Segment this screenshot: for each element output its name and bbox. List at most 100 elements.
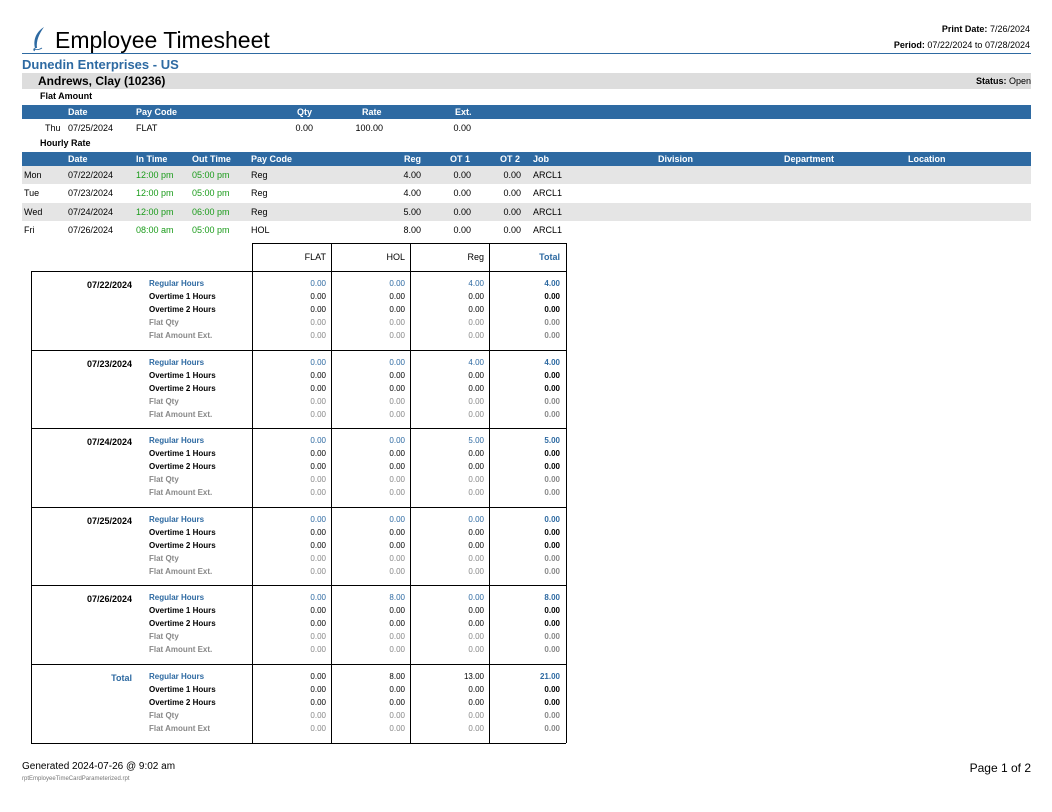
table-cell: 0.00: [389, 449, 405, 459]
grid-line: [31, 428, 566, 430]
table-cell: 0.00: [310, 462, 326, 472]
line-label: Flat Amount Ext: [149, 724, 211, 733]
table-row: Mon 07/22/2024 12:00 pm 05:00 pm Reg 4.0…: [22, 166, 1031, 184]
block-label: 07/23/2024: [86, 358, 132, 369]
col-qty: Qty: [297, 107, 313, 117]
line-label: Flat Qty: [149, 632, 179, 642]
line-label: Overtime 1 Hours: [149, 685, 216, 694]
table-cell: 0.00: [389, 645, 405, 655]
table-cell: 5.00: [468, 436, 484, 446]
table-cell: 4.00: [468, 357, 484, 367]
line-label: Overtime 2 Hours: [149, 540, 216, 550]
table-cell: 0.00: [544, 540, 560, 550]
col-pay-code: Pay Code: [136, 107, 178, 117]
table-cell: 0.00: [468, 527, 484, 537]
table-cell: 0.00: [544, 606, 560, 616]
table-cell: 0.00: [544, 645, 560, 655]
table-cell: 0.00: [389, 462, 405, 472]
table-cell: 0.00: [468, 606, 484, 616]
table-cell: 13.00: [463, 672, 484, 681]
line-label: Flat Qty: [149, 711, 179, 720]
table-cell: 0.00: [310, 279, 326, 288]
column-header-hol: HOL: [386, 252, 405, 262]
table-cell: 0.00: [310, 632, 326, 642]
table-cell: 0.00: [389, 370, 405, 380]
grid-line: [31, 742, 566, 744]
company-name: Dunedin Enterprises - US: [22, 57, 179, 72]
feather-icon: [32, 27, 44, 52]
table-cell: 8.00: [389, 593, 405, 603]
table-cell: 0.00: [389, 514, 405, 524]
table-cell: 0.00: [310, 292, 326, 301]
table-cell: 0.00: [389, 396, 405, 406]
hourly-rate-header: Date In Time Out Time Pay Code Reg OT 1 …: [22, 152, 1031, 166]
table-cell: 0.00: [310, 593, 326, 603]
table-cell: 0.00: [310, 449, 326, 459]
table-cell: 0.00: [310, 606, 326, 616]
block-label: 07/25/2024: [86, 515, 132, 526]
summary-grid: FLAT HOL Reg Total 07/22/2024 Regular Hours 0.…: [31, 243, 567, 745]
table-row: Tue 07/23/2024 12:00 pm 05:00 pm Reg 4.0…: [24, 188, 563, 198]
table-row: Thu 07/25/2024 FLAT 0.00 100.00 0.00: [45, 123, 471, 133]
table-cell: 0.00: [310, 357, 326, 367]
table-cell: 0.00: [389, 305, 405, 314]
table-cell: 0.00: [544, 527, 560, 537]
grid-line: [31, 506, 566, 508]
col-date: Date: [68, 107, 88, 117]
line-label: Regular Hours: [149, 357, 205, 367]
block-label: 07/24/2024: [86, 437, 132, 448]
grid-line: [31, 271, 566, 272]
table-cell: 0.00: [389, 698, 405, 707]
table-cell: 0.00: [544, 553, 560, 563]
table-cell: 0.00: [468, 540, 484, 550]
block-label: 07/26/2024: [86, 594, 132, 605]
table-cell: 0.00: [468, 698, 484, 707]
line-label: Regular Hours: [149, 436, 205, 446]
table-cell: 0.00: [468, 488, 484, 498]
grid-line: [331, 243, 332, 743]
line-label: Overtime 1 Hours: [149, 527, 216, 537]
line-label: Flat Amount Ext.: [149, 409, 213, 419]
table-cell: 0.00: [310, 540, 326, 550]
col-rate: Rate: [362, 107, 382, 117]
table-cell: 21.00: [539, 672, 560, 681]
table-cell: 0.00: [544, 685, 560, 694]
table-cell: 0.00: [544, 488, 560, 498]
generated-timestamp: Generated 2024-07-26 @ 9:02 am: [22, 761, 176, 772]
period: Period: 07/22/2024 to 07/28/2024: [893, 40, 1030, 50]
table-cell: 0.00: [310, 514, 326, 524]
flat-amount-header: Date Pay Code Qty Rate Ext.: [22, 105, 1031, 119]
title-divider: [22, 53, 1031, 54]
table-cell: 0.00: [389, 619, 405, 629]
table-cell: 0.00: [544, 383, 560, 393]
table-cell: 0.00: [468, 632, 484, 642]
line-label: Flat Amount Ext.: [149, 488, 213, 498]
table-cell: 0.00: [310, 436, 326, 446]
grid-line: [489, 243, 490, 743]
block-label: Total: [111, 673, 132, 683]
table-cell: 0.00: [468, 724, 484, 733]
table-cell: 0.00: [310, 724, 326, 733]
table-cell: 4.00: [544, 357, 560, 367]
grid-line: [410, 243, 411, 743]
line-label: Regular Hours: [149, 279, 205, 288]
table-cell: 0.00: [468, 409, 484, 419]
table-cell: 0.00: [544, 566, 560, 576]
line-label: Flat Amount Ext.: [149, 566, 213, 576]
page-title: Employee Timesheet: [55, 27, 270, 53]
line-label: Flat Qty: [149, 318, 179, 327]
table-cell: 0.00: [544, 292, 560, 301]
line-label: Overtime 2 Hours: [149, 383, 216, 393]
table-cell: 0.00: [468, 318, 484, 327]
column-header-flat: FLAT: [304, 252, 326, 262]
table-cell: 0.00: [310, 475, 326, 485]
table-cell: 0.00: [389, 527, 405, 537]
line-label: Flat Qty: [149, 475, 179, 485]
table-cell: 0.00: [310, 305, 326, 314]
table-cell: 0.00: [310, 488, 326, 498]
table-cell: 0.00: [468, 475, 484, 485]
table-cell: 5.00: [544, 436, 560, 446]
grid-line: [31, 585, 566, 587]
column-header-reg: Reg: [467, 252, 484, 262]
table-cell: 0.00: [310, 396, 326, 406]
